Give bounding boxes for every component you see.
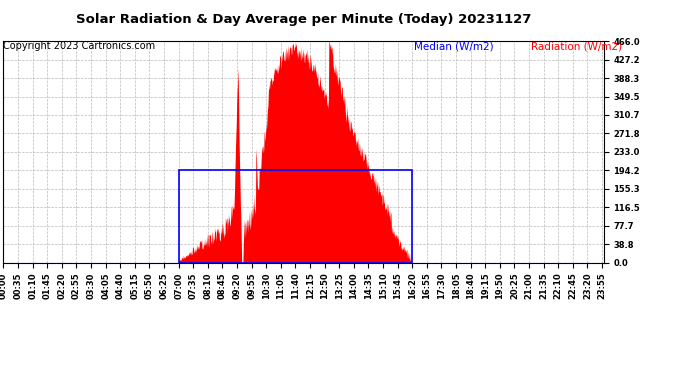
Text: Median (W/m2): Median (W/m2) [414,41,493,51]
Text: Radiation (W/m2): Radiation (W/m2) [531,41,622,51]
Bar [179,170,412,262]
Text: Copyright 2023 Cartronics.com: Copyright 2023 Cartronics.com [3,41,155,51]
Text: Solar Radiation & Day Average per Minute (Today) 20231127: Solar Radiation & Day Average per Minute… [76,13,531,26]
